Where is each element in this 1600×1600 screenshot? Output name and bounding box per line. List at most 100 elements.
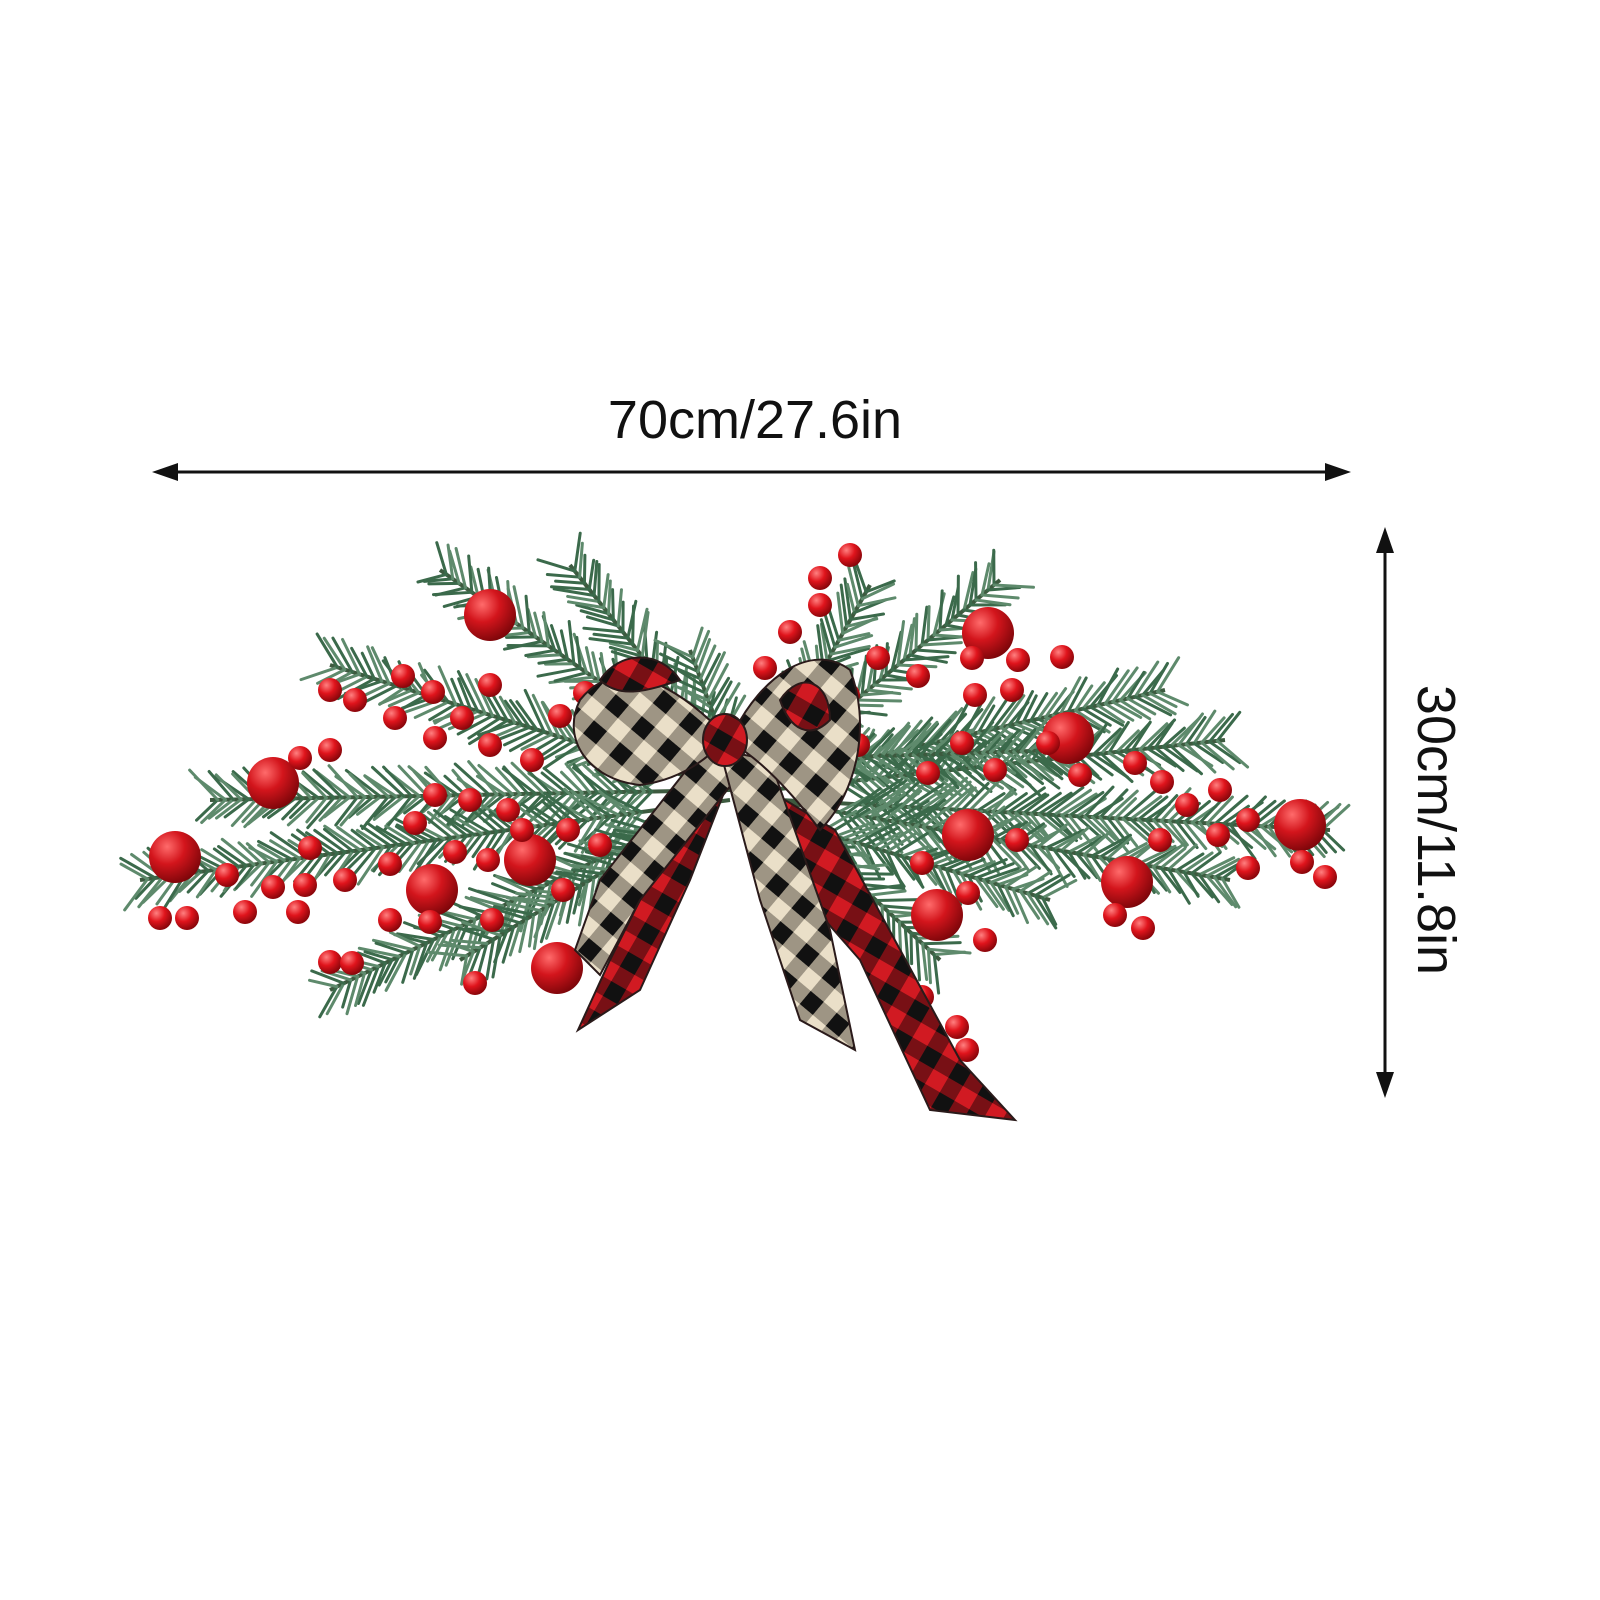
- needle: [1011, 887, 1030, 925]
- needle: [503, 728, 539, 747]
- needle: [927, 752, 960, 790]
- needle: [451, 938, 489, 946]
- needle: [502, 639, 544, 651]
- needle: [1103, 702, 1135, 722]
- needle: [382, 765, 414, 798]
- needle: [914, 798, 946, 827]
- berry: [1236, 856, 1260, 880]
- needle: [397, 764, 429, 798]
- needle: [1052, 788, 1092, 817]
- needle: [841, 822, 882, 841]
- needle: [467, 716, 502, 740]
- needle: [944, 595, 956, 627]
- ornament-ball: [406, 864, 458, 916]
- needle: [860, 582, 896, 601]
- needle: [422, 577, 455, 583]
- needle: [1059, 676, 1082, 716]
- needle: [1205, 874, 1234, 907]
- needle: [467, 760, 499, 796]
- needle: [581, 762, 615, 794]
- needle: [1021, 793, 1050, 815]
- needle: [893, 831, 929, 856]
- needle: [336, 825, 370, 851]
- needle: [1081, 707, 1112, 727]
- needle: [1067, 834, 1102, 854]
- needle: [969, 696, 996, 736]
- needle: [403, 794, 429, 815]
- needle: [845, 787, 882, 815]
- needle: [848, 824, 889, 843]
- needle: [1060, 792, 1098, 817]
- needle: [891, 799, 930, 823]
- needle: [885, 831, 918, 854]
- berry: [1006, 648, 1030, 672]
- needle: [952, 786, 977, 812]
- needle: [991, 695, 1020, 731]
- ornament-ball: [504, 834, 556, 886]
- ornament-ball: [1101, 856, 1153, 908]
- needle: [611, 588, 615, 622]
- needle: [819, 622, 829, 663]
- needle: [1169, 744, 1203, 776]
- needle: [384, 951, 408, 992]
- needle: [1037, 791, 1073, 816]
- berry: [956, 881, 980, 905]
- needle: [996, 750, 1028, 779]
- needle: [452, 902, 484, 918]
- needle: [318, 985, 339, 1019]
- ornament-ball: [247, 757, 299, 809]
- needle: [356, 951, 387, 965]
- needle: [1121, 789, 1157, 821]
- berry: [261, 875, 285, 899]
- needle: [922, 782, 961, 810]
- needle: [509, 699, 532, 729]
- berries: [148, 543, 1337, 1062]
- needle: [503, 699, 524, 727]
- needle: [1138, 722, 1169, 751]
- needle: [323, 795, 352, 819]
- needle: [426, 950, 469, 958]
- needle: [577, 880, 589, 927]
- ornament-ball: [149, 831, 201, 883]
- needle: [962, 571, 975, 612]
- needle: [919, 718, 952, 757]
- needle: [301, 770, 336, 800]
- needle: [341, 637, 362, 676]
- needle: [1099, 752, 1134, 783]
- needle: [932, 950, 967, 957]
- needle: [1200, 741, 1235, 771]
- needle: [1082, 830, 1112, 857]
- needle: [837, 632, 871, 642]
- needle: [1044, 786, 1085, 817]
- needle: [1192, 709, 1217, 745]
- needle: [875, 802, 904, 821]
- needle: [1033, 873, 1071, 898]
- needle: [583, 799, 613, 818]
- needle: [896, 620, 906, 667]
- needle: [501, 925, 516, 964]
- needle: [930, 863, 949, 896]
- needle: [363, 950, 394, 962]
- needle: [921, 942, 929, 982]
- ornament-ball: [1274, 799, 1326, 851]
- needle: [1159, 819, 1188, 849]
- needle: [541, 737, 569, 756]
- needle: [443, 815, 476, 837]
- needle: [845, 617, 879, 628]
- needle: [499, 725, 532, 741]
- berry: [1123, 751, 1147, 775]
- needle: [1090, 815, 1117, 841]
- needle: [563, 787, 598, 820]
- needle: [691, 626, 704, 659]
- needle: [968, 779, 1001, 812]
- needle: [696, 638, 712, 674]
- needle: [508, 921, 522, 957]
- needle: [1126, 670, 1146, 700]
- needle: [377, 958, 394, 987]
- needle: [1213, 794, 1249, 826]
- needle: [371, 938, 415, 952]
- needle: [1084, 753, 1114, 777]
- needle: [542, 611, 550, 648]
- needle: [883, 818, 904, 846]
- needle: [472, 803, 507, 833]
